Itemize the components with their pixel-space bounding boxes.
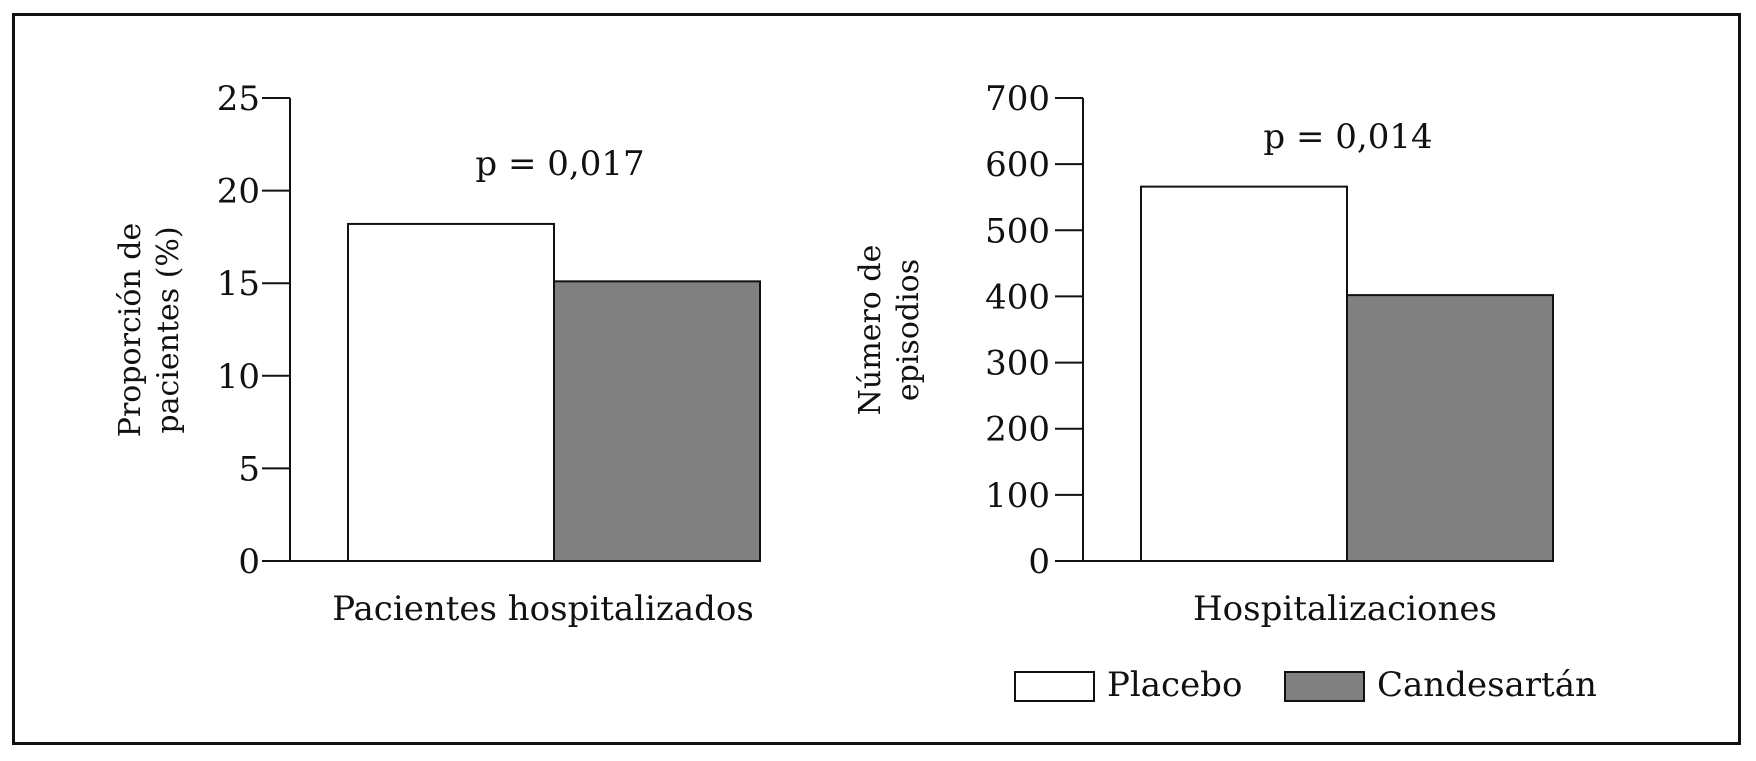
y-tick-label: 200 xyxy=(985,410,1050,450)
y-tick-label: 100 xyxy=(985,476,1050,516)
legend-label-placebo: Placebo xyxy=(1107,665,1242,705)
x-axis-label: Hospitalizaciones xyxy=(1193,589,1497,629)
legend-label-candesartan: Candesartán xyxy=(1377,665,1597,705)
y-axis-label-line: Número de xyxy=(853,245,888,416)
legend-swatch-candesartan xyxy=(1284,671,1365,702)
bar-patients-hospitalized-candesartn xyxy=(553,280,761,562)
y-tick-label: 20 xyxy=(217,172,260,212)
y-tick-label: 300 xyxy=(985,344,1050,384)
bar-patients-hospitalized-placebo xyxy=(347,222,555,562)
legend: Placebo Candesartán xyxy=(1014,665,1597,705)
chart-hospitalizations: 0 100 200 300 400 500 600 700 p = 0,014 Hospitali… xyxy=(853,79,1554,629)
y-tick-label: 25 xyxy=(217,79,260,119)
y-tick-label: 0 xyxy=(238,542,260,582)
y-tick-label: 500 xyxy=(985,211,1050,251)
y-axis-label: Número de episodios xyxy=(853,245,926,416)
legend-swatch-placebo xyxy=(1014,671,1095,702)
y-tick-label: 700 xyxy=(985,79,1050,119)
bar-hospitalizations-placebo xyxy=(1140,185,1348,562)
y-axis-label-line: Proporción de xyxy=(113,223,148,437)
y-tick-label: 10 xyxy=(217,357,260,397)
figure-frame xyxy=(12,13,1741,745)
y-tick-label: 15 xyxy=(217,264,260,304)
x-axis-label: Pacientes hospitalizados xyxy=(332,589,754,629)
y-tick-label: 0 xyxy=(1028,542,1050,582)
chart-patients-hospitalized: 0 5 10 15 20 25 p = 0,017 Pacientes hospitaliza… xyxy=(113,79,761,629)
y-axis-label-line: episodios xyxy=(891,259,926,401)
y-axis-label-line: pacientes (%) xyxy=(151,226,186,433)
y-axis-label: Proporción de pacientes (%) xyxy=(113,223,186,437)
p-value-annotation: p = 0,017 xyxy=(475,144,644,184)
bar-hospitalizations-candesartn xyxy=(1346,294,1554,562)
y-tick-label: 5 xyxy=(238,449,260,489)
y-tick-label: 600 xyxy=(985,145,1050,185)
y-tick-label: 400 xyxy=(985,277,1050,317)
p-value-annotation: p = 0,014 xyxy=(1263,117,1432,157)
